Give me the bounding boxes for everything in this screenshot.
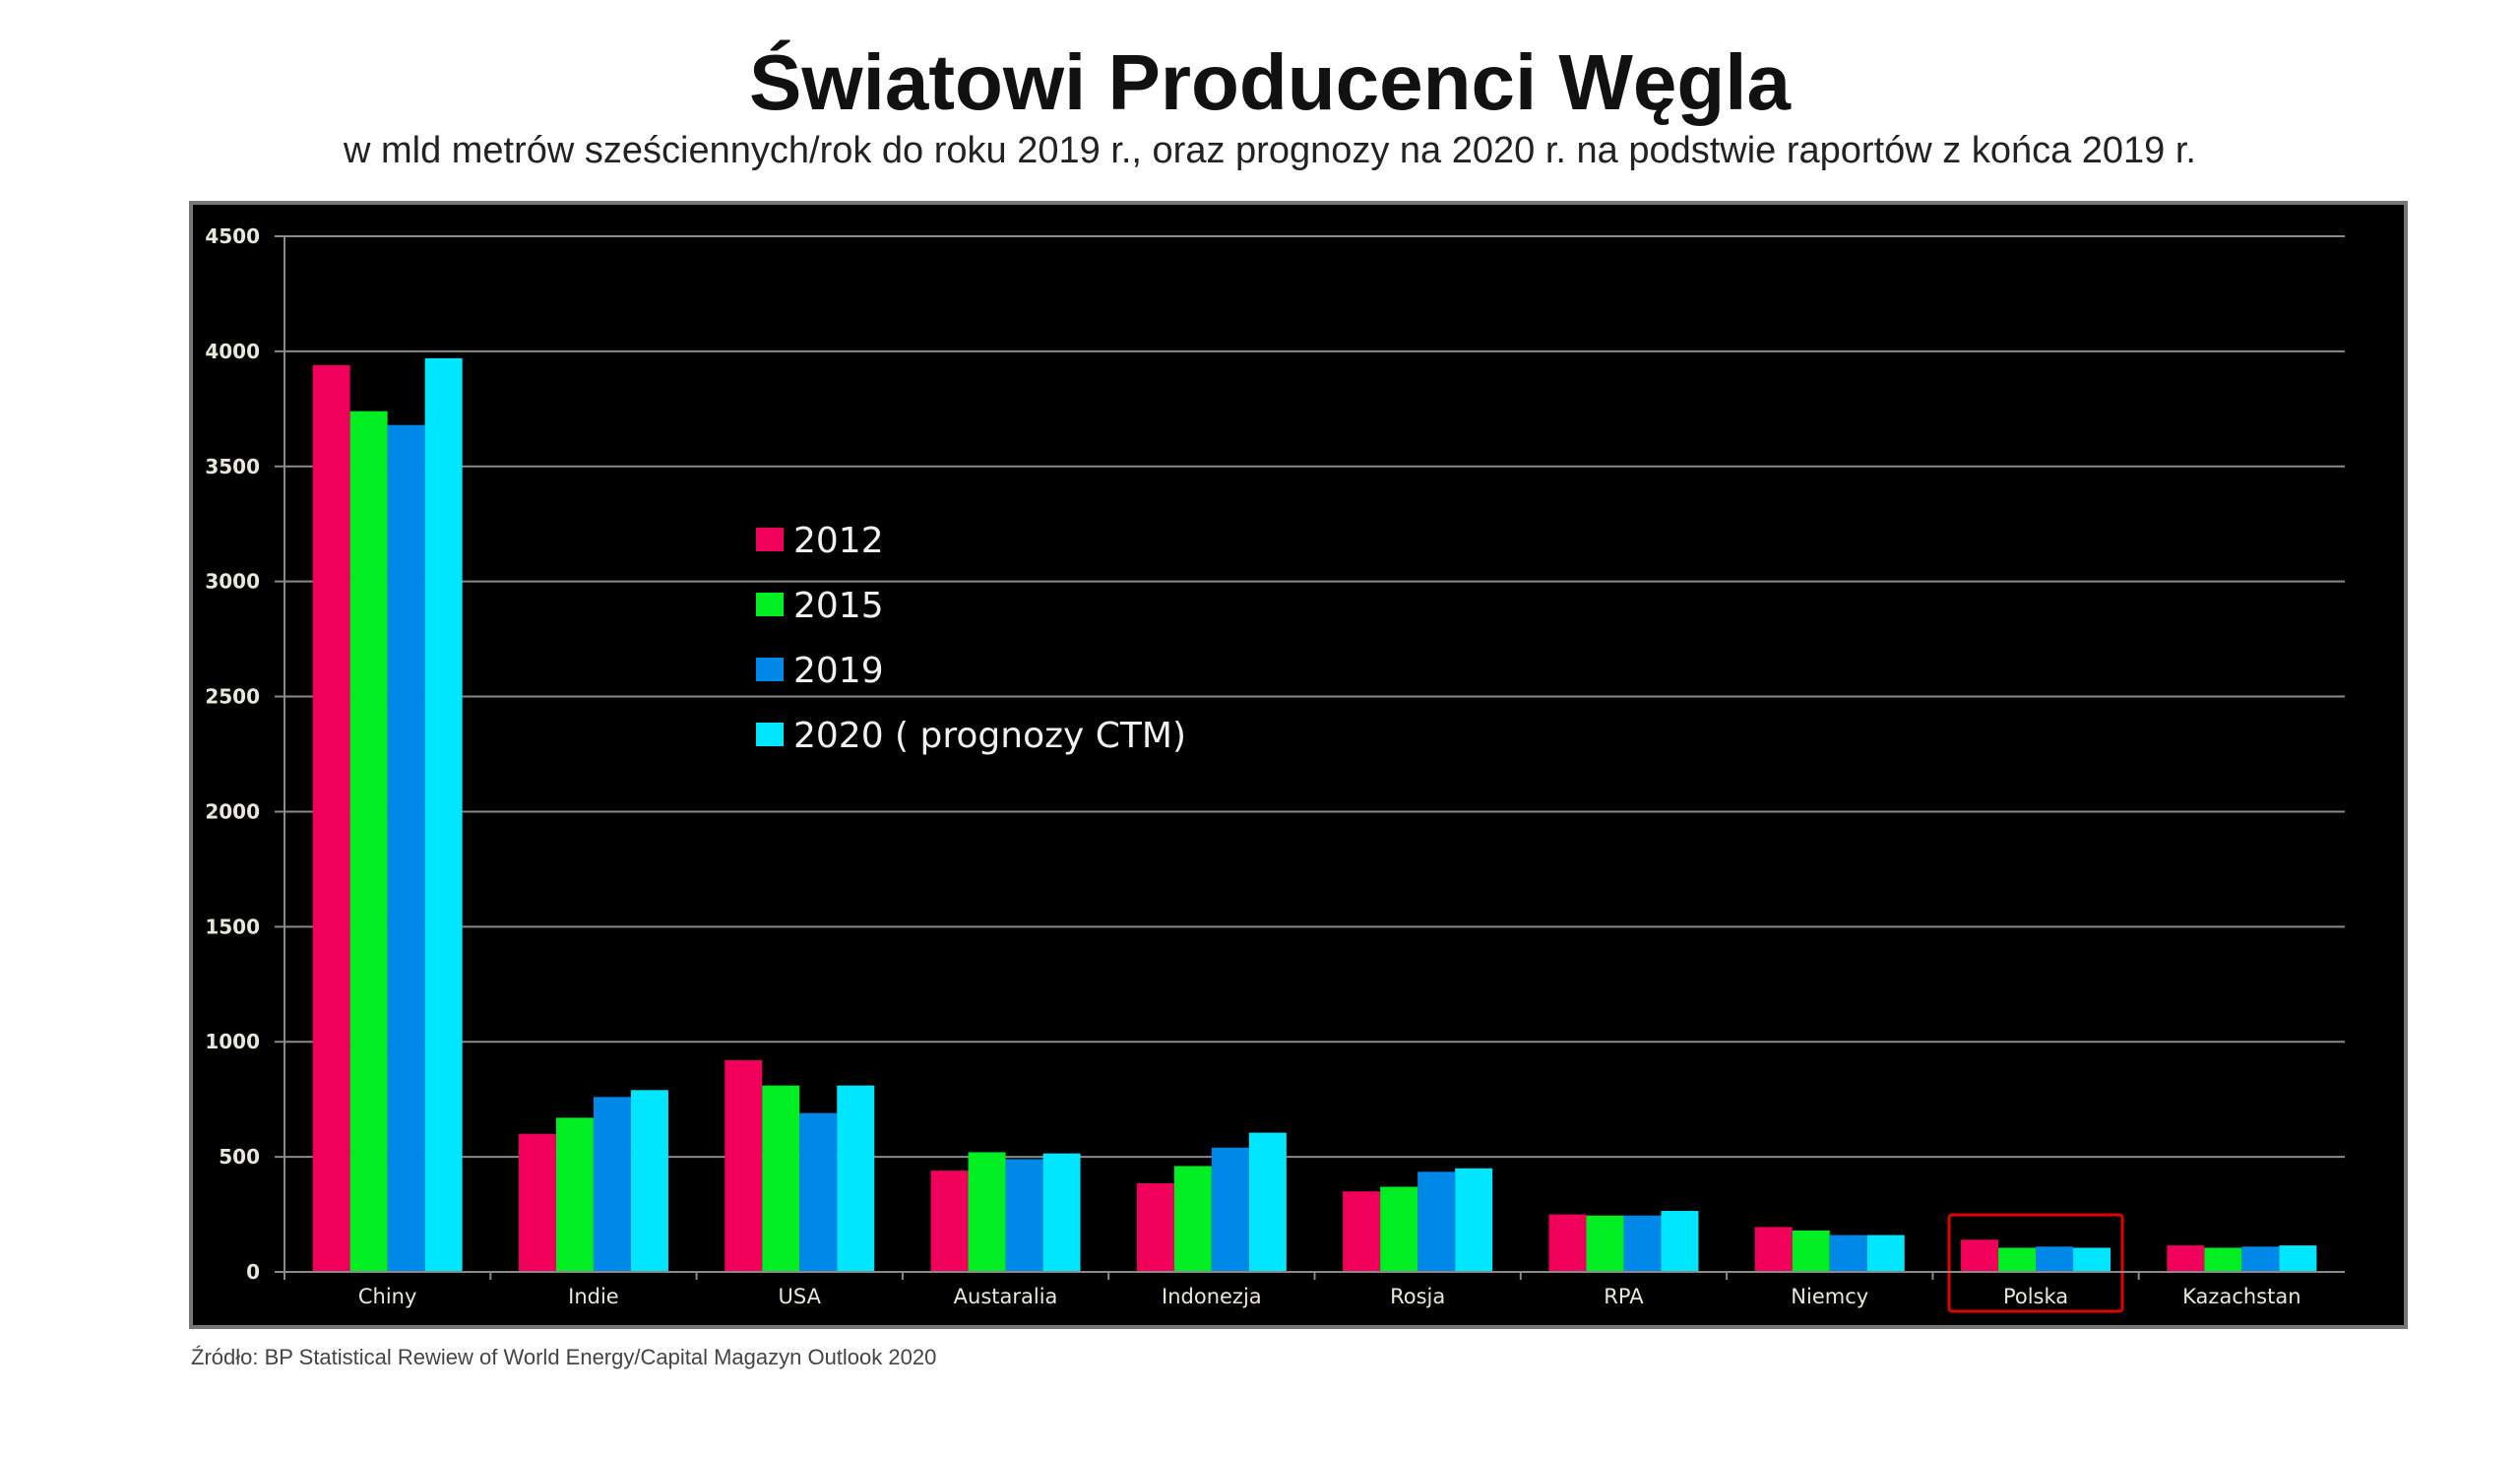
y-tick-label: 1500 [205,915,260,938]
y-tick-label: 3000 [205,570,260,594]
bar-Niemcy-2020 [1866,1235,1905,1272]
x-tick-label: Chiny [358,1285,417,1308]
x-tick-label: Rosja [1390,1285,1445,1308]
bar-Indonezja-2020 [1248,1132,1287,1272]
legend-label: 2012 [793,521,884,561]
bar-Kazachstan-2015 [2204,1247,2242,1272]
bar-USA-2015 [762,1085,800,1272]
bar-USA-2019 [799,1112,838,1272]
x-tick-label: Niemcy [1791,1285,1868,1308]
bar-RPA-2015 [1586,1215,1624,1272]
bar-RPA-2019 [1623,1215,1662,1272]
y-tick-label: 3500 [205,455,260,478]
bar-Indonezja-2015 [1173,1166,1212,1272]
bar-Indie-2020 [630,1090,668,1272]
x-tick-label: RPA [1604,1285,1644,1308]
bar-Polska-2012 [1961,1239,1999,1272]
x-tick-label: Kazachstan [2182,1285,2300,1308]
x-tick-label: Indie [568,1285,619,1308]
bar-Niemcy-2019 [1829,1235,1867,1272]
x-tick-label: Austaralia [954,1285,1058,1308]
bar-USA-2020 [837,1085,875,1272]
bar-Rosja-2019 [1418,1172,1456,1272]
bar-RPA-2020 [1661,1211,1699,1272]
y-tick-label: 1000 [205,1030,260,1053]
legend-label: 2019 [793,651,884,691]
chart-title: Światowi Producenci Węgla [749,38,1791,126]
legend-swatch [756,723,784,746]
bar-Chiny-2012 [312,364,350,1273]
x-tick-label: Polska [2003,1285,2068,1308]
bar-Niemcy-2012 [1754,1227,1793,1272]
bar-Polska-2019 [2036,1246,2074,1272]
x-tick-label: Indonezja [1162,1285,1262,1308]
bar-Austaralia-2020 [1042,1153,1081,1272]
legend-label: 2020 ( prognozy CTM) [793,716,1186,756]
bar-Chiny-2020 [424,357,463,1272]
bar-Kazachstan-2019 [2241,1246,2280,1272]
y-tick-label: 500 [219,1145,260,1169]
bar-Rosja-2015 [1380,1186,1418,1272]
bar-Polska-2020 [2073,1247,2111,1272]
y-tick-label: 4500 [205,224,260,248]
bar-Niemcy-2015 [1792,1230,1830,1272]
bar-Rosja-2020 [1455,1168,1493,1272]
bar-Indie-2012 [518,1133,556,1272]
y-tick-label: 0 [246,1260,260,1284]
y-tick-label: 2500 [205,685,260,709]
y-tick-label: 4000 [205,340,260,363]
legend-swatch [756,593,784,616]
bar-Rosja-2012 [1343,1191,1381,1272]
bar-Indonezja-2019 [1211,1147,1249,1272]
bar-Polska-2015 [1998,1247,2037,1272]
bar-Indonezja-2012 [1136,1182,1174,1272]
bar-Kazachstan-2020 [2279,1245,2317,1272]
legend-swatch [756,658,784,681]
bar-Austaralia-2012 [930,1171,969,1272]
bar-Chiny-2015 [349,411,388,1272]
y-tick-label: 2000 [205,799,260,823]
bar-Indie-2019 [593,1097,631,1272]
bar-Kazachstan-2012 [2167,1245,2205,1272]
highlight-box [1947,1213,2124,1313]
bar-Chiny-2019 [387,424,425,1273]
bar-Austaralia-2019 [1005,1159,1043,1272]
bar-Austaralia-2015 [968,1152,1006,1272]
bar-RPA-2012 [1548,1214,1587,1272]
bar-USA-2012 [724,1059,763,1272]
legend-label: 2015 [793,586,884,626]
chart-subtitle: w mld metrów sześciennych/rok do roku 20… [343,130,2196,171]
bar-Indie-2015 [555,1117,594,1272]
source-note: Źródło: BP Statistical Rewiew of World E… [191,1345,937,1369]
x-tick-label: USA [779,1285,822,1308]
legend-swatch [756,528,784,551]
